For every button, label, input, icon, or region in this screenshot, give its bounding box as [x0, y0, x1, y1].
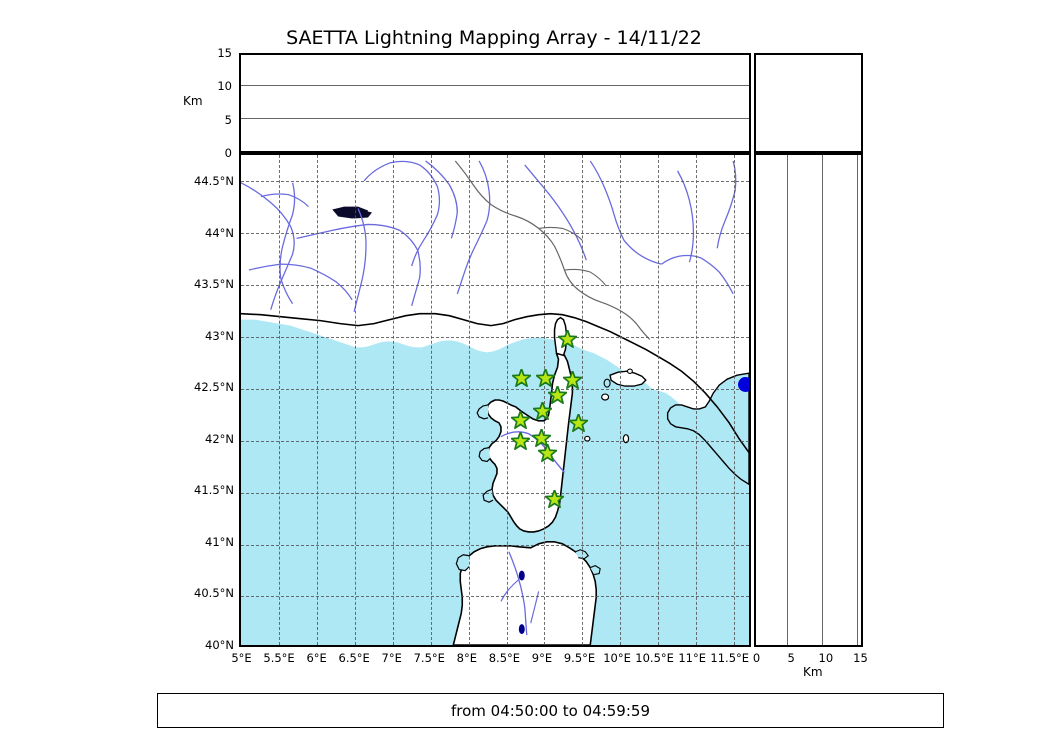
star-icon — [557, 328, 578, 348]
map-gridline-lon — [696, 155, 698, 645]
star-icon — [531, 427, 552, 447]
star-icon — [562, 370, 583, 390]
lon-tick-7: 7°E — [381, 651, 402, 665]
map-gridline-lat — [241, 544, 749, 546]
station-marker[interactable] — [510, 430, 531, 451]
right-axis-label: Km — [803, 665, 823, 679]
altitude-longitude-panel[interactable] — [239, 53, 751, 153]
map-gridline-lon — [430, 155, 432, 645]
map-gridline-lon — [582, 155, 584, 645]
gridline-alt-10 — [241, 85, 749, 86]
map-inner — [241, 155, 749, 645]
altitude-tick-0: 0 — [224, 146, 232, 160]
time-range-text: from 04:50:00 to 04:59:59 — [450, 701, 650, 720]
station-marker[interactable] — [531, 427, 552, 448]
station-marker[interactable] — [557, 328, 578, 349]
lat-tick-40: 40°N — [205, 637, 234, 652]
km-tick-0: 0 — [752, 651, 761, 665]
map-gridline-lat — [241, 284, 749, 286]
lat-tick-43.5: 43.5°N — [194, 277, 234, 292]
lat-tick-44.5: 44.5°N — [194, 174, 234, 189]
map-gridline-lon — [468, 155, 470, 645]
station-marker[interactable] — [537, 443, 558, 463]
map-gridline-lat — [241, 492, 749, 494]
time-range-caption: from 04:50:00 to 04:59:59 — [157, 693, 944, 728]
lat-tick-42.5: 42.5°N — [194, 380, 234, 395]
map-gridline-lat — [241, 388, 749, 390]
map-gridline-lon — [354, 155, 356, 645]
lightning-source-marker[interactable] — [738, 377, 749, 393]
map-gridline-lon — [620, 155, 622, 645]
lon-tick-8: 8°E — [456, 651, 477, 665]
lon-tick-5.5: 5.5°E — [263, 651, 295, 665]
map-gridline-lat — [241, 440, 749, 442]
map-panel[interactable] — [239, 153, 751, 647]
lat-tick-44: 44°N — [205, 225, 234, 240]
altitude-tick-15: 15 — [217, 46, 232, 60]
station-marker[interactable] — [568, 413, 589, 433]
lon-tick-6.5: 6.5°E — [338, 651, 370, 665]
km-tick-15: 15 — [853, 651, 868, 665]
corner-panel — [754, 53, 863, 153]
gridline-km-15 — [856, 155, 858, 645]
map-gridline-lat — [241, 232, 749, 234]
star-icon — [510, 410, 531, 430]
altitude-tick-10: 10 — [217, 79, 232, 94]
lon-tick-9.5: 9.5°E — [563, 651, 596, 665]
km-tick-10: 10 — [818, 651, 834, 665]
lat-tick-42: 42°N — [205, 431, 234, 446]
lon-tick-10: 10°E — [603, 651, 631, 665]
station-marker[interactable] — [562, 370, 583, 390]
lat-tick-43: 43°N — [205, 328, 234, 343]
gridline-km-10 — [822, 155, 823, 645]
map-gridline-lon — [392, 155, 394, 645]
lat-tick-40.5: 40.5°N — [194, 586, 234, 601]
star-icon — [545, 489, 565, 509]
km-tick-5: 5 — [787, 651, 795, 665]
map-gridline-lat — [241, 180, 749, 182]
altitude-latitude-panel[interactable] — [754, 153, 863, 647]
altitude-axis-label: Km — [183, 94, 203, 108]
map-gridline-lat — [241, 596, 749, 598]
gridline-km-5 — [787, 155, 789, 645]
star-icon — [511, 368, 532, 387]
lon-tick-8.5: 8.5°E — [488, 651, 521, 665]
map-gridline-lon — [316, 155, 318, 645]
station-marker[interactable] — [511, 368, 532, 388]
map-gridline-lat — [241, 336, 749, 338]
lon-tick-11: 11°E — [678, 651, 706, 665]
map-gridline-lon — [544, 155, 546, 645]
map-gridline-lon — [734, 155, 735, 645]
station-marker[interactable] — [545, 489, 565, 509]
station-marker[interactable] — [510, 410, 531, 430]
lon-tick-6: 6°E — [306, 651, 327, 665]
lon-tick-5: 5°E — [231, 651, 252, 665]
star-icon — [537, 443, 558, 463]
lat-tick-41.5: 41.5°N — [194, 483, 234, 498]
station-marker[interactable] — [535, 368, 556, 388]
lon-tick-11.5: 11.5°E — [710, 651, 750, 665]
gridline-alt-5 — [241, 117, 749, 119]
star-icon — [535, 368, 556, 387]
lon-tick-10.5: 10.5°E — [635, 651, 674, 665]
lon-tick-9: 9°E — [531, 651, 553, 665]
lon-tick-7.5: 7.5°E — [413, 651, 445, 665]
station-marker[interactable] — [532, 400, 553, 421]
star-icon — [510, 430, 531, 450]
map-gridline-lon — [506, 155, 508, 645]
map-geography — [241, 155, 749, 645]
map-gridline-lon — [278, 155, 280, 645]
map-gridline-lon — [658, 155, 660, 645]
star-icon — [568, 413, 589, 433]
star-icon — [532, 400, 553, 420]
page-title: SAETTA Lightning Mapping Array - 14/11/2… — [286, 27, 702, 49]
altitude-tick-5: 5 — [224, 112, 232, 127]
star-icon — [547, 385, 568, 405]
lat-tick-41: 41°N — [205, 534, 234, 549]
station-marker[interactable] — [547, 385, 568, 405]
